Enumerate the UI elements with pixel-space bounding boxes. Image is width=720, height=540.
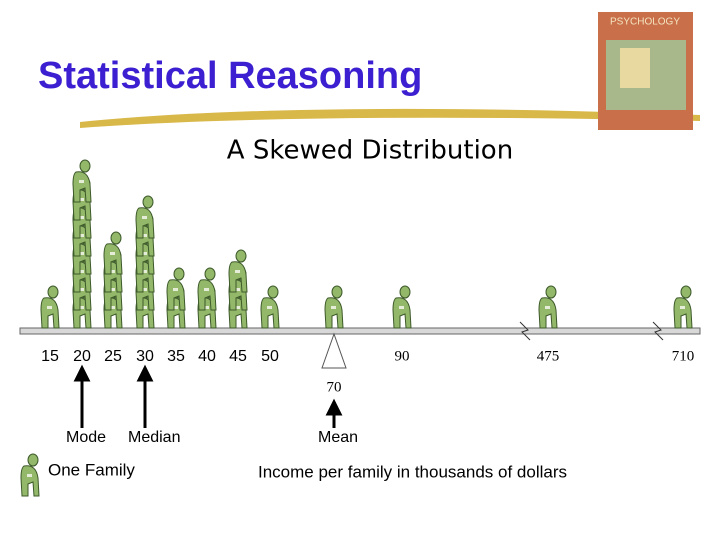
x-axis-label: Income per family in thousands of dollar… [258, 462, 567, 481]
x-tick-label: 40 [198, 348, 216, 365]
x-tick-label: 50 [261, 348, 279, 365]
x-tick-label: 475 [537, 348, 560, 364]
x-tick-label: 35 [167, 348, 185, 365]
figure-column [228, 249, 248, 329]
family-figure [538, 285, 558, 329]
x-tick-label: 30 [136, 348, 154, 365]
figure-column [72, 159, 92, 329]
x-tick-label: 45 [229, 348, 247, 365]
figure-column [166, 267, 186, 329]
figure-column [260, 285, 280, 329]
x-tick-label: 70 [327, 379, 342, 395]
median-label: Median [128, 429, 180, 446]
subtitle: A Skewed Distribution [227, 136, 513, 166]
title-underline [80, 108, 700, 128]
book-cover: PSYCHOLOGY [598, 12, 693, 130]
figure-column [135, 195, 155, 329]
family-figure [260, 285, 280, 329]
family-figure [673, 285, 693, 329]
title: Statistical Reasoning [38, 55, 422, 97]
figure-column [324, 285, 344, 329]
x-tick-label: 90 [395, 348, 410, 364]
mean-marker [321, 332, 347, 369]
legend-label: One Family [48, 460, 135, 479]
mode-label: Mode [66, 429, 106, 446]
family-figure [324, 285, 344, 329]
figure-column [673, 285, 693, 329]
family-figure [392, 285, 412, 329]
family-figure [40, 285, 60, 329]
book-title: PSYCHOLOGY [610, 17, 680, 28]
arrows [73, 364, 343, 428]
mean-label: Mean [318, 429, 358, 446]
axis [19, 321, 701, 341]
legend-icon [20, 453, 40, 497]
x-tick-label: 20 [73, 348, 91, 365]
figure-column [103, 231, 123, 329]
figure-column [538, 285, 558, 329]
x-tick-label: 15 [41, 348, 59, 365]
figure-column [40, 285, 60, 329]
figure-column [197, 267, 217, 329]
x-tick-label: 710 [672, 348, 695, 364]
figure-column [392, 285, 412, 329]
x-tick-label: 25 [104, 348, 122, 365]
